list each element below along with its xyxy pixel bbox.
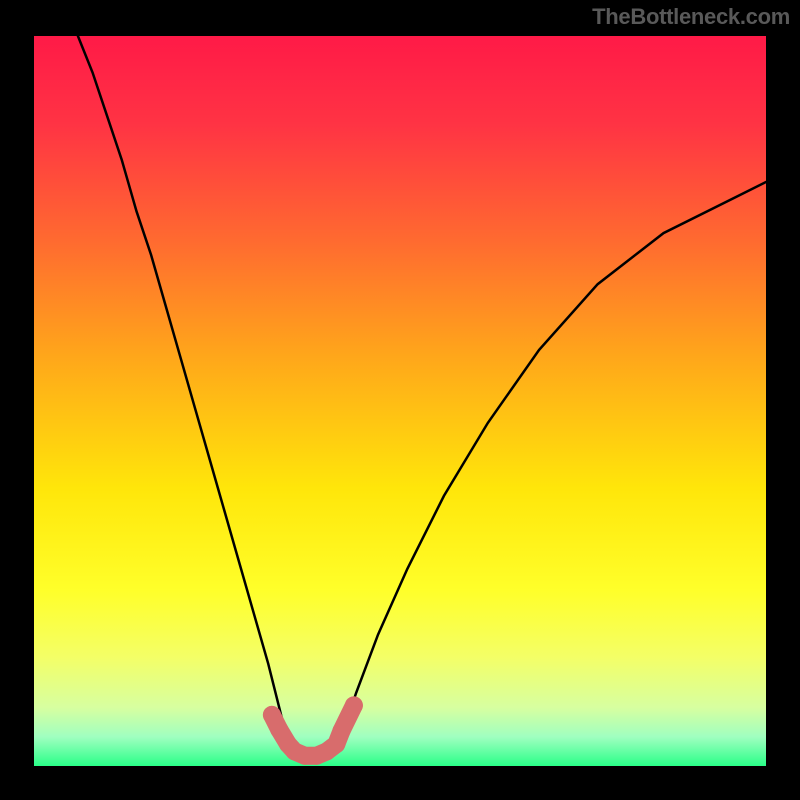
gradient-background (34, 36, 766, 766)
notch-marker-dot (332, 722, 350, 740)
watermark-text: TheBottleneck.com (592, 4, 790, 30)
chart-container: TheBottleneck.com (0, 0, 800, 800)
plot-svg (0, 0, 800, 800)
notch-marker-dot (345, 696, 363, 714)
